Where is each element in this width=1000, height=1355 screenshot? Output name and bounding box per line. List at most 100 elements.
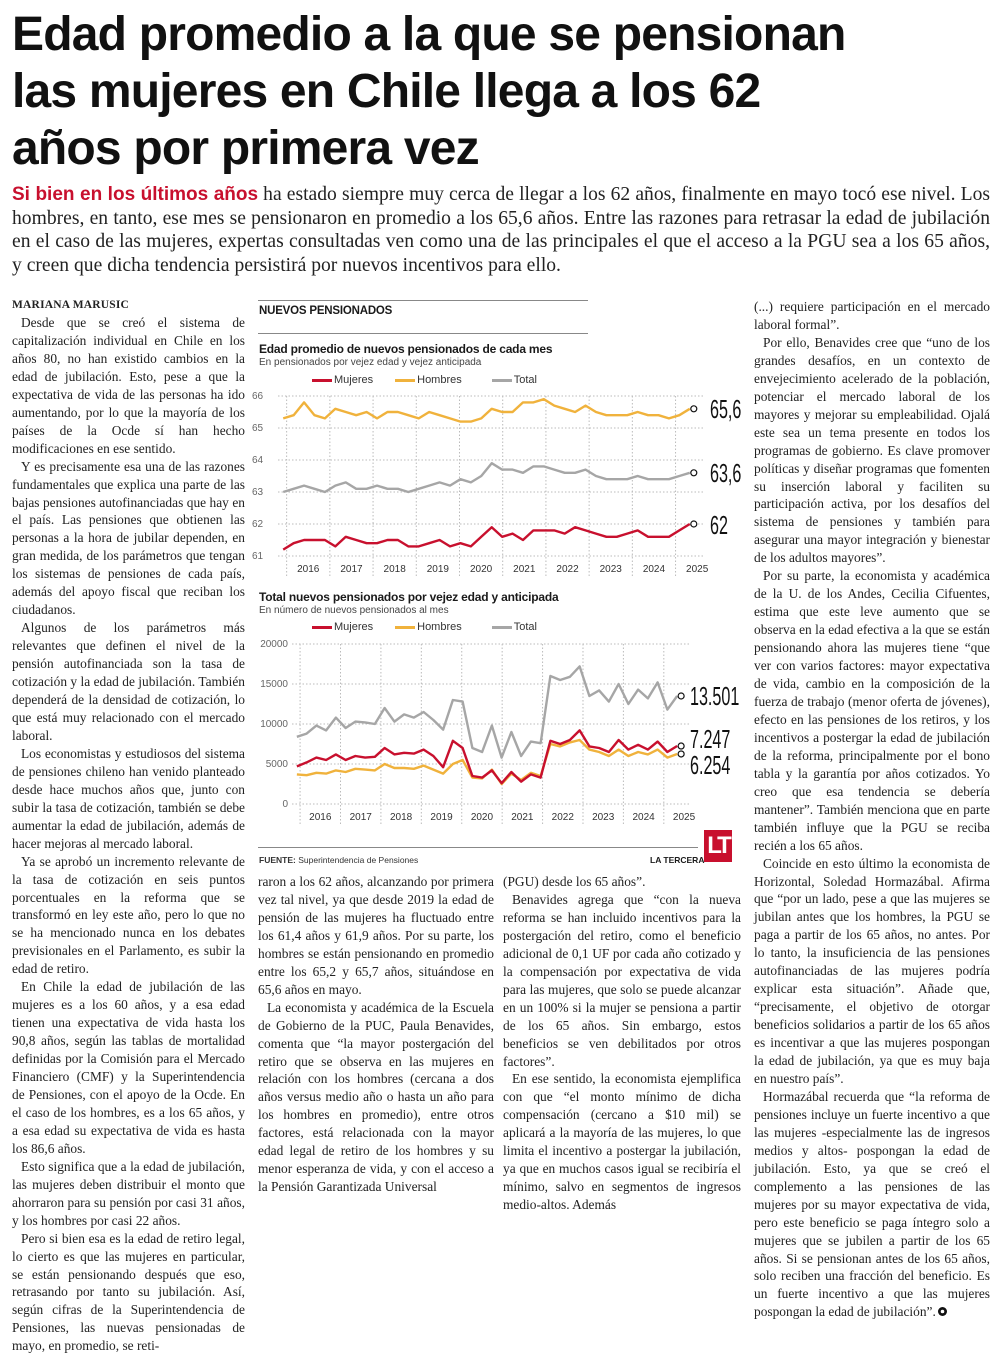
graphic-kicker: NUEVOS PENSIONADOS: [259, 305, 393, 317]
legend-item-hombres: Hombres: [395, 374, 462, 386]
legend-label: Total: [513, 374, 537, 386]
legend-label: Hombres: [417, 621, 462, 633]
chart2-legend: Mujeres Hombres Total: [312, 621, 537, 633]
legend-label: Mujeres: [334, 621, 374, 633]
x-tick-label: 2016: [297, 564, 320, 575]
chart1-end-label-mujeres: 62: [710, 510, 728, 540]
article-paragraph: (...) requiere participación en el merca…: [754, 299, 990, 332]
chart2-end-label-total: 13.501: [690, 681, 740, 711]
article-paragraph: (PGU) desde los 65 años”.: [503, 874, 646, 889]
article-paragraph: Pero si bien esa es la edad de retiro le…: [12, 1230, 245, 1354]
article-paragraph: raron a los 62 años, alcanzando por prim…: [258, 874, 494, 997]
article-paragraph: Por ello, Benavides cree que “uno de los…: [754, 334, 990, 566]
legend-item-total: Total: [491, 621, 537, 633]
chart1-subtitle: En pensionados por vejez edad y vejez an…: [259, 357, 482, 368]
x-tick-label: 2018: [390, 812, 413, 823]
headline-line: Edad promedio a la que se pensionan: [12, 8, 846, 61]
chart1-title: Edad promedio de nuevos pensionados de c…: [259, 342, 553, 356]
x-tick-label: 2019: [430, 812, 453, 823]
y-tick-label: 15000: [260, 679, 288, 690]
byline: MARIANA MARUSIC: [12, 299, 130, 311]
end-mark-icon: [937, 1307, 947, 1317]
x-tick-label: 2023: [600, 564, 623, 575]
end-point-marker-mujeres: [690, 520, 698, 528]
legend-swatch: [395, 378, 416, 382]
x-tick-label: 2024: [643, 564, 666, 575]
source-label: FUENTE:: [259, 855, 296, 865]
chart2-subtitle: En número de nuevos pensionados al mes: [259, 605, 449, 616]
article-paragraph: Por su parte, la economista y académica …: [754, 568, 990, 853]
headline: Edad promedio a la que se pensionan las …: [12, 6, 992, 177]
article-paragraph: En Chile la edad de jubilación de las mu…: [12, 979, 245, 1156]
y-tick-label: 5000: [266, 759, 289, 770]
headline-line: las mujeres en Chile llega a los 62: [12, 65, 761, 118]
y-tick-label: 65: [252, 423, 264, 434]
y-tick-label: 62: [252, 519, 264, 530]
x-tick-label: 2021: [511, 812, 534, 823]
end-point-marker-total: [690, 469, 698, 477]
y-tick-label: 66: [252, 391, 264, 402]
x-tick-label: 2017: [350, 812, 373, 823]
legend-label: Hombres: [417, 374, 462, 386]
x-tick-label: 2023: [592, 812, 615, 823]
legend-label: Mujeres: [334, 374, 374, 386]
article-paragraph: Y es precisamente esa una de las razones…: [12, 458, 245, 618]
end-point-marker-mujeres: [677, 742, 685, 750]
chart1-end-label-hombres: 65,6: [710, 394, 742, 424]
series-line-total: [282, 461, 691, 494]
article-column-1: MARIANA MARUSIC Desde que se creó el sis…: [12, 297, 245, 1355]
headline-line: años por primera vez: [12, 122, 480, 175]
y-tick-label: 64: [252, 455, 264, 466]
dek-lead: Si bien en los últimos años: [12, 184, 259, 205]
series-line-hombres: [296, 738, 678, 786]
dek-text: ha estado siempre muy cerca de llegar a …: [12, 184, 991, 276]
divider: [258, 300, 588, 301]
chart2-end-label-mujeres: 7.247: [690, 724, 731, 754]
article-paragraph: Algunos de los parámetros más relevantes…: [12, 620, 245, 743]
article-paragraph: En ese sentido, la economista ejemplific…: [503, 1071, 741, 1213]
chart2-end-label-hombres: 6.254: [690, 750, 731, 780]
legend-swatch: [491, 625, 512, 629]
legend-item-hombres: Hombres: [395, 621, 462, 633]
article-column-4: (...) requiere participación en el merca…: [754, 298, 990, 1321]
y-tick-label: 20000: [260, 639, 288, 650]
y-tick-label: 61: [252, 551, 264, 562]
y-tick-label: 63: [252, 487, 264, 498]
x-tick-label: 2020: [471, 812, 494, 823]
x-tick-label: 2021: [513, 564, 536, 575]
source-text: Superintendencia de Pensiones: [298, 855, 419, 865]
chart1-end-label-total: 63,6: [710, 458, 742, 488]
legend-item-mujeres: Mujeres: [312, 621, 373, 633]
x-tick-label: 2019: [427, 564, 450, 575]
graphic-source: FUENTE: Superintendencia de Pensiones: [259, 855, 418, 865]
article-column-3: (PGU) desde los 65 años”. Benavides agreg…: [503, 873, 741, 1214]
end-point-marker-total: [677, 692, 685, 700]
series-line-mujeres: [296, 729, 678, 785]
article-column-2: raron a los 62 años, alcanzando por prim…: [258, 873, 494, 1196]
legend-swatch: [491, 378, 512, 382]
chart2-plot: 0 5000 10000 15000 20000 2016 2017 2018 2019 2020…: [260, 639, 696, 826]
x-tick-label: 2025: [686, 564, 709, 575]
legend-item-total: Total: [491, 374, 537, 386]
series-line-hombres: [282, 398, 691, 423]
y-tick-label: 10000: [260, 719, 288, 730]
series-line-mujeres: [282, 522, 691, 551]
x-tick-label: 2016: [309, 812, 332, 823]
x-tick-label: 2022: [556, 564, 579, 575]
article-paragraph: Esto significa que a la edad de jubilaci…: [12, 1158, 245, 1228]
x-tick-label: 2024: [632, 812, 655, 823]
article-paragraph: Los economistas y estudiosos del sistema…: [12, 745, 245, 851]
x-tick-label: 2020: [470, 564, 493, 575]
article-paragraph: Desde que se creó el sistema de capitali…: [12, 315, 245, 456]
x-tick-label: 2025: [673, 812, 696, 823]
divider: [258, 847, 698, 848]
dek: Si bien en los últimos años ha estado si…: [12, 183, 990, 277]
y-tick-label: 0: [282, 799, 288, 810]
chart1-legend: Mujeres Hombres Total: [312, 374, 537, 386]
end-point-marker-hombres: [690, 405, 698, 413]
legend-item-mujeres: Mujeres: [312, 374, 373, 386]
series-line-total: [296, 665, 679, 759]
article-paragraph: Ya se aprobó un incremento relevante de …: [12, 853, 245, 977]
legend-label: Total: [513, 621, 537, 633]
divider: [258, 333, 588, 334]
